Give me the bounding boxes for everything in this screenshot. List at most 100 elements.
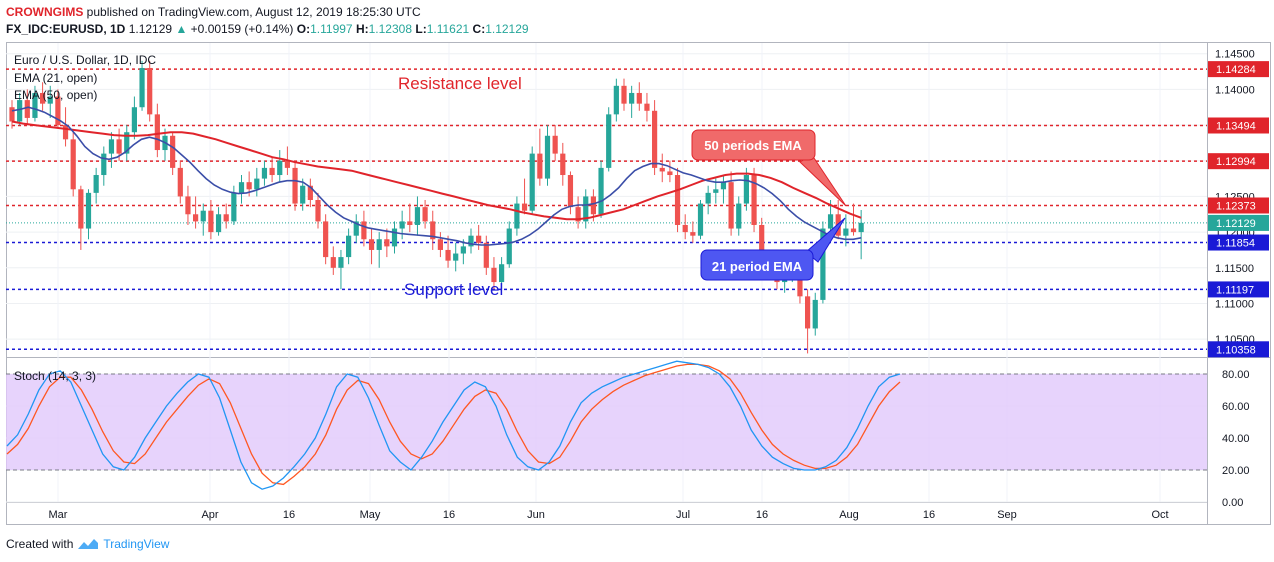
low-value: 1.11621 [426, 22, 470, 36]
candle-body [407, 221, 413, 225]
candle-body [751, 175, 757, 225]
candle [697, 200, 704, 240]
candle-body [154, 114, 160, 151]
candle-body [468, 235, 474, 247]
tradingview-brand[interactable]: TradingView [103, 537, 170, 551]
ema50-legend[interactable]: EMA (50, open) [14, 88, 97, 102]
level-tag-label: 1.12994 [1216, 156, 1256, 168]
candle [850, 203, 857, 236]
candle [690, 221, 696, 243]
candle-body [70, 139, 76, 190]
level-tag [1208, 61, 1269, 78]
candle-body [55, 96, 61, 126]
low-label: L: [415, 22, 427, 36]
candle [300, 178, 306, 211]
candle-body [659, 167, 665, 172]
candles [9, 60, 864, 354]
stoch-d-line [6, 363, 901, 486]
candle [476, 224, 482, 250]
close-value: 1.12129 [485, 22, 529, 36]
candle-body [590, 196, 596, 215]
stoch-axis: 80.00 60.00 40.00 20.00 0.00 [1222, 369, 1250, 509]
candle-body [629, 92, 635, 104]
candle-body [674, 175, 681, 225]
candle [391, 221, 398, 254]
stoch-legend[interactable]: Stoch (14, 3, 3) [14, 369, 96, 383]
candle-body [843, 228, 849, 236]
candle [78, 185, 84, 250]
candle-body [521, 203, 528, 211]
candle [399, 210, 405, 240]
candle-body [514, 203, 520, 229]
resistance-annotation: Resistance level [398, 74, 522, 93]
candle [254, 167, 260, 197]
candle [812, 292, 818, 336]
candle [238, 175, 245, 204]
candle-body [170, 135, 176, 168]
candle [567, 171, 574, 215]
candle [445, 235, 451, 268]
price-tick-label: 1.11500 [1215, 263, 1254, 275]
published-text: published on TradingView.com, August 12,… [86, 5, 421, 19]
candle [437, 232, 443, 258]
candle-body [491, 267, 497, 283]
level-tags: 1.14284 1.13494 1.12994 1.12373 1.11854 1.111… [1208, 61, 1269, 358]
candle-body [598, 167, 604, 215]
candle-body [506, 228, 512, 265]
candle-body [284, 160, 290, 168]
candle [705, 185, 711, 215]
candle [430, 210, 436, 250]
price-tick-label: 1.11000 [1215, 298, 1254, 310]
candle-body [613, 85, 619, 115]
ema21-legend[interactable]: EMA (21, open) [14, 71, 97, 85]
candle-body [430, 221, 436, 240]
publisher-name[interactable]: CROWNGIMS [6, 5, 84, 19]
candle-body [858, 222, 864, 233]
candle [315, 192, 321, 229]
candle-body [85, 192, 92, 229]
candle-body [124, 132, 130, 154]
candle-body [307, 185, 313, 200]
candle-body [460, 246, 466, 254]
candle [736, 196, 742, 236]
candle-body [300, 185, 306, 204]
candle-body [32, 92, 38, 118]
candle [147, 60, 153, 122]
candle-body [338, 257, 344, 268]
open-label: O: [296, 22, 311, 36]
candle [269, 157, 275, 183]
time-tick-label: 16 [756, 509, 768, 521]
candle-body [606, 114, 612, 168]
candle [720, 175, 727, 204]
candle [93, 167, 99, 204]
time-tick-label: 16 [283, 509, 295, 521]
candle-body [759, 224, 765, 265]
level-tag-label: 1.12129 [1216, 218, 1256, 230]
stoch-tick-label: 40.00 [1222, 433, 1250, 445]
candle [55, 89, 61, 129]
candle-body [62, 125, 69, 140]
candle-body [200, 210, 206, 222]
candle [521, 178, 528, 215]
candle [491, 257, 497, 290]
candle-body [254, 178, 260, 190]
candle-body [78, 189, 84, 229]
time-tick-label: Jun [527, 509, 545, 521]
candle [659, 153, 665, 183]
candle [384, 228, 390, 258]
candle [583, 189, 589, 229]
candle-body [529, 153, 535, 211]
time-tick-label: Sep [997, 509, 1017, 521]
candle-body [705, 192, 711, 204]
candle [453, 242, 459, 272]
candle [529, 146, 535, 215]
open-value: 1.11997 [310, 22, 353, 36]
candle [483, 235, 489, 275]
last-price: 1.12129 [128, 22, 173, 36]
candle [843, 214, 849, 247]
candle-body [690, 232, 696, 236]
candle-body [476, 235, 482, 243]
candle [552, 125, 558, 161]
candle-body [567, 175, 574, 208]
